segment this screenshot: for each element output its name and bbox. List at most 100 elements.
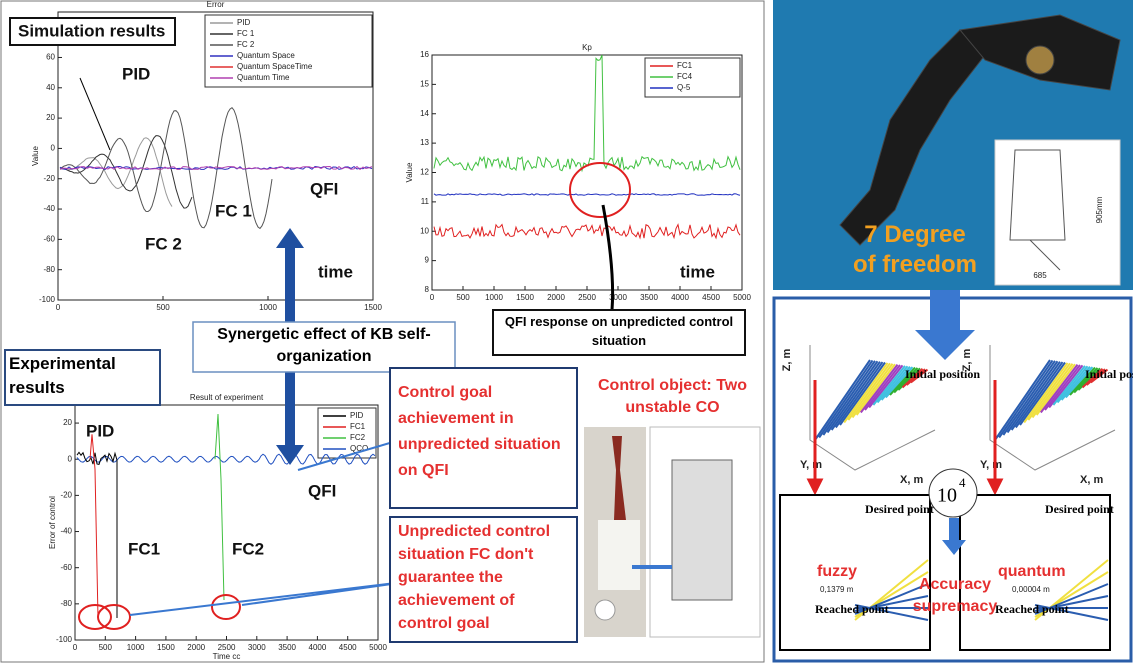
trajectory-line [1031,363,1074,419]
trajectory-line [1086,368,1106,386]
highlight [78,604,112,630]
x-tick-label: 3500 [278,643,296,652]
callout-label: Unpredicted control situation FC don't g… [398,523,551,632]
trajectory-line [1019,361,1066,426]
label: Experimental results [9,354,116,397]
annotation: FC 2 [145,234,182,253]
trajectory-line [843,362,889,424]
legend-label: PID [237,18,251,27]
trajectory-line [1065,366,1094,399]
trajectory-line [1052,365,1086,406]
x-tick-label: 2500 [218,643,236,652]
x-tick-label: 2000 [547,293,565,302]
legend-label: Quantum Time [237,73,290,82]
annotation: FC 1 [215,201,252,220]
ratio: 10 [937,485,957,507]
callout [389,516,578,643]
trajectory-line [910,368,929,384]
x-tick-label: 3000 [609,293,627,302]
trajectory-line [880,366,911,401]
annotation: FC2 [232,539,264,558]
callout [492,309,746,356]
annotation: QFI [308,481,336,500]
dimension: 685 [1033,271,1047,280]
trace [59,135,193,209]
y-tick-label: 20 [46,113,55,122]
y-tick-label: 8 [425,285,430,294]
caption-text: Control object: Two unstable CO [597,377,747,416]
dimension: 905mm [1095,196,1104,223]
pointer [79,77,111,151]
trajectory-line [1090,368,1109,384]
x-tick-label: 5000 [369,643,387,652]
trajectory-line [885,366,914,399]
base [598,520,640,590]
x-tick-label: 1000 [127,643,145,652]
axis-label: Z, m [961,348,973,371]
trajectory-line [1040,363,1079,414]
annotation: Initial position [1085,367,1133,381]
trajectory-line [998,359,1054,439]
trajectory-line [864,364,901,411]
legend-label: FC 1 [237,29,255,38]
trajectory-line [1069,366,1096,396]
y-tick-label: -100 [39,295,56,304]
x-tick-label: 2000 [187,643,205,652]
axis-label: Z, m [781,348,793,371]
trajectory-line [994,359,1051,441]
chart-title: Result of experiment [190,393,264,402]
trajectory-line [818,359,874,439]
arrow [915,290,975,360]
trajectory-line [1034,604,1109,621]
y-tick-label: -40 [60,527,72,536]
x-tick-label: 1500 [516,293,534,302]
label: Accuracy supremacy [913,576,998,615]
annotation: PID [122,64,150,83]
annotation: Desired point [1045,502,1114,516]
wheel [594,599,616,621]
axis-label: X, m [900,474,923,486]
y-tick-label: 60 [46,53,55,62]
highlight [211,594,241,620]
y-axis-label: Value [405,162,414,182]
trajectory-line [1010,361,1061,431]
annotation: 0,00004 m [1012,585,1050,594]
axis-label: X, m [1080,474,1103,486]
trajectory-line [1015,361,1064,429]
x-tick-label: 0 [56,303,61,312]
legend-label: Quantum SpaceTime [237,62,313,71]
x-tick-label: 0 [430,293,435,302]
y-axis-label: Value [31,146,40,166]
y-axis-label: Error of control [48,496,57,549]
ratio-exponent: 4 [959,475,966,490]
trace [76,451,118,618]
y-tick-label: -60 [60,563,72,572]
legend-label: Quantum Space [237,51,295,60]
inset [959,494,1111,651]
trajectory-line [860,363,899,414]
trajectory-line [835,361,884,429]
legend-label: QCO [350,444,368,453]
trajectory-line [1073,367,1099,394]
trajectory-line [830,361,881,431]
axes [809,345,936,471]
trace [59,107,273,230]
x-tick-label: 4000 [671,293,689,302]
annotation: QFI [310,179,338,198]
x-tick-label: 0 [73,643,78,652]
y-tick-label: 10 [420,226,429,235]
trajectory-line [1023,362,1069,424]
trajectory-line [1060,366,1091,401]
x-axis-label: Time cc [213,652,241,661]
y-tick-label: 15 [420,79,429,88]
robot [839,14,1121,246]
arrow [986,380,1004,496]
label-text: Experimental results [9,354,116,397]
caption: Control object: Two unstable CO [597,377,747,416]
annotation: PID [86,421,114,440]
x-tick-label: 1500 [364,303,382,312]
trajectory-line [1002,360,1056,436]
y-tick-label: -20 [43,174,55,183]
axes [989,345,1116,471]
